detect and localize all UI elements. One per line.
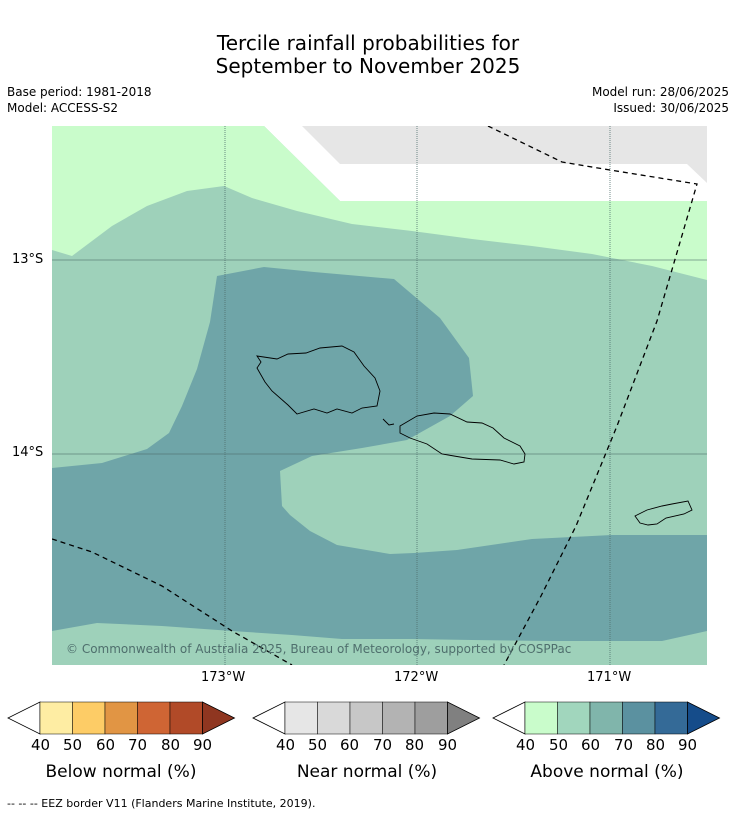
- above-colorbar-min-arrow: [492, 701, 526, 735]
- upolu-island: [399, 412, 526, 465]
- colorbars-graphics: [7, 701, 721, 735]
- near-tick-40: 40: [276, 736, 296, 754]
- lon-label-173w: 173°W: [201, 670, 246, 685]
- eez-footnote: -- -- -- EEZ border V11 (Flanders Marine…: [7, 797, 316, 810]
- above-colorbar-segment-40: [524, 701, 558, 735]
- near-colorbar-segment-60: [349, 701, 383, 735]
- below-tick-60: 60: [96, 736, 116, 754]
- above-tick-40: 40: [516, 736, 536, 754]
- below-colorbar-segment-80: [169, 701, 203, 735]
- near-colorbar-segment-70: [382, 701, 416, 735]
- above-colorbar-segment-70: [622, 701, 656, 735]
- rainfall-map: © Commonwealth of Australia 2025, Bureau…: [52, 126, 707, 665]
- near-normal-title: Near normal (%): [296, 762, 438, 782]
- above-tick-70: 70: [614, 736, 634, 754]
- above-tick-60: 60: [581, 736, 601, 754]
- above-normal-title: Above normal (%): [530, 762, 684, 782]
- below-colorbar-min-arrow: [7, 701, 41, 735]
- map-title-line2: September to November 2025: [215, 54, 521, 78]
- below-colorbar-segment-60: [104, 701, 138, 735]
- above-tick-80: 80: [646, 736, 666, 754]
- below-tick-70: 70: [128, 736, 148, 754]
- map-canvas: [52, 126, 707, 665]
- manono-island: [382, 418, 395, 426]
- map-title-line1: Tercile rainfall probabilities for: [216, 31, 520, 55]
- lat-label-13s: 13°S: [12, 252, 44, 267]
- eez-border-west: [52, 538, 293, 665]
- above-40-50-region: [52, 126, 707, 280]
- near-tick-70: 70: [373, 736, 393, 754]
- near-tick-60: 60: [340, 736, 360, 754]
- lat-label-14s: 14°S: [12, 445, 44, 460]
- model-run: Model run: 28/06/2025: [591, 85, 729, 99]
- above-tick-50: 50: [549, 736, 569, 754]
- near-colorbar-min-arrow: [252, 701, 286, 735]
- below-colorbar-segment-50: [72, 701, 106, 735]
- copyright-text: © Commonwealth of Australia 2025, Bureau…: [66, 642, 572, 656]
- above-60-70-region: [52, 267, 707, 641]
- below-normal-title: Below normal (%): [45, 762, 197, 782]
- near-colorbar-segment-50: [317, 701, 351, 735]
- savaii-island: [256, 345, 381, 415]
- below-tick-40: 40: [31, 736, 51, 754]
- below-colorbar-segment-40: [39, 701, 73, 735]
- model-name: Model: ACCESS-S2: [7, 101, 119, 115]
- above-colorbar-max-arrow: [687, 701, 721, 735]
- below-colorbar-max-arrow: [202, 701, 236, 735]
- above-colorbar-segment-60: [589, 701, 623, 735]
- below-tick-90: 90: [193, 736, 213, 754]
- near-normal-region: [302, 126, 707, 183]
- near-tick-50: 50: [308, 736, 328, 754]
- tutuila-island: [634, 500, 693, 526]
- eez-border-east: [487, 126, 698, 665]
- lon-label-172w: 172°W: [394, 670, 439, 685]
- above-colorbar-segment-50: [557, 701, 591, 735]
- map-overlay: [52, 126, 707, 665]
- base-period: Base period: 1981-2018: [7, 85, 152, 99]
- near-colorbar-max-arrow: [447, 701, 481, 735]
- below-tick-80: 80: [161, 736, 181, 754]
- near-tick-80: 80: [405, 736, 425, 754]
- issued-date: Issued: 30/06/2025: [613, 101, 729, 115]
- below-tick-50: 50: [63, 736, 83, 754]
- below-colorbar-segment-70: [137, 701, 171, 735]
- near-tick-90: 90: [438, 736, 458, 754]
- above-colorbar-segment-80: [654, 701, 688, 735]
- near-colorbar-segment-40: [284, 701, 318, 735]
- above-tick-90: 90: [678, 736, 698, 754]
- lon-label-171w: 171°W: [587, 670, 632, 685]
- near-colorbar-segment-80: [414, 701, 448, 735]
